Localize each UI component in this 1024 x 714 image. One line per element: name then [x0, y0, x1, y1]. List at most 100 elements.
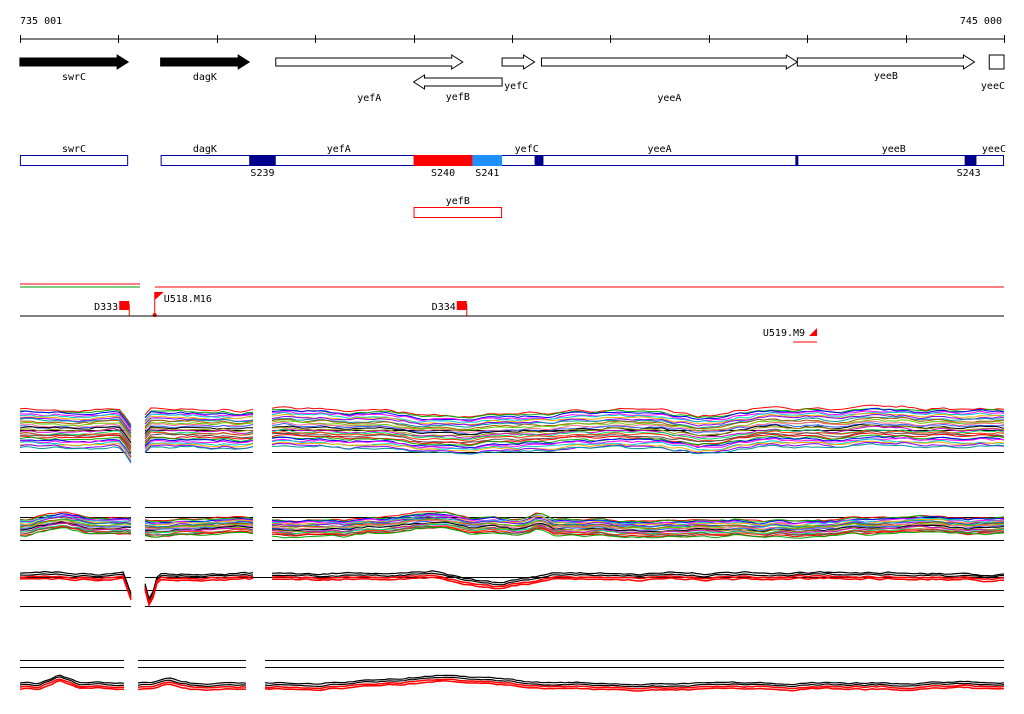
expression-trace: [20, 679, 124, 691]
gene-label-yeeB: yeeB: [874, 71, 898, 82]
expression-trace: [20, 573, 132, 597]
expression-trace: [20, 417, 132, 434]
expression-trace: [20, 410, 132, 429]
segment-label-S240: S240: [431, 168, 455, 179]
gene-label-yeeC: yeeC: [981, 81, 1005, 92]
expression-trace: [271, 432, 1005, 446]
transcript-label-yeeB: yeeB: [882, 144, 906, 155]
expression-trace: [271, 576, 1005, 590]
expression-trace: [144, 577, 254, 608]
transcript-label-dagK: dagK: [193, 144, 217, 155]
antisense-bar-yefB[interactable]: [413, 207, 503, 218]
expression-trace: [20, 575, 132, 599]
gene-arrow-yeeA[interactable]: [540, 54, 799, 70]
expression-trace: [144, 442, 254, 451]
expression-trace: [144, 517, 254, 523]
expression-trace: [271, 424, 1005, 437]
expression-trace: [264, 676, 1005, 688]
expression-trace: [144, 520, 254, 526]
expression-trace: [144, 442, 254, 450]
ruler-ticks: [20, 35, 1005, 43]
gene-track: swrC dagK yefA yefB yefC yeeA yeeB yeeC: [19, 54, 1005, 104]
expression-trace: [271, 436, 1005, 450]
expression-trace: [144, 571, 254, 600]
ruler: 735 001 745 000: [20, 16, 1005, 43]
expression-trace: [20, 511, 132, 521]
expression-trace: [264, 679, 1005, 692]
expression-trace: [271, 422, 1005, 436]
expression-trace: [271, 438, 1005, 451]
feature-label-D333: D333: [94, 302, 118, 313]
feature-marker-D334[interactable]: [456, 301, 467, 310]
gene-arrow-swrC[interactable]: [19, 54, 130, 70]
expression-trace: [20, 421, 132, 439]
gene-arrow-yefA[interactable]: [275, 54, 464, 70]
expression-trace: [144, 436, 254, 446]
expression-trace: [20, 441, 132, 459]
segment-S239[interactable]: [249, 155, 276, 166]
expression-trace: [271, 572, 1005, 586]
feature-marker-U518.M16[interactable]: [154, 292, 164, 300]
expression-trace: [137, 677, 247, 685]
segment-S241[interactable]: [472, 155, 503, 166]
feature-label-U519.M9: U519.M9: [763, 328, 805, 339]
feature-marker-U519.M9[interactable]: [809, 328, 818, 336]
gene-arrow-yefC[interactable]: [501, 54, 536, 70]
expression-trace: [144, 445, 254, 454]
expression-trace: [271, 416, 1005, 430]
expression-trace: [144, 426, 253, 435]
feature-marker-D333[interactable]: [119, 301, 130, 310]
expression-trace: [20, 515, 132, 523]
expression-trace: [20, 412, 132, 431]
expression-trace: [20, 676, 125, 687]
transcript-label-yeeA: yeeA: [648, 144, 672, 155]
expression-trace: [137, 681, 247, 689]
gene-arrow-dagK[interactable]: [160, 54, 251, 70]
gene-label-yeeA: yeeA: [657, 93, 681, 104]
expression-trace: [144, 438, 254, 447]
transcript-bar-dagK[interactable]: [160, 155, 1004, 166]
expression-panel-multi: [20, 404, 1005, 464]
expression-trace: [271, 428, 1005, 441]
expression-trace: [20, 519, 132, 529]
expression-trace: [271, 418, 1005, 432]
gene-arrow-yeeC[interactable]: [988, 54, 1005, 70]
expression-trace: [20, 419, 132, 438]
expression-trace: [20, 423, 132, 441]
expression-trace: [271, 430, 1005, 444]
expression-trace: [20, 514, 132, 523]
expression-trace: [271, 441, 1005, 455]
gene-arrow-yefB[interactable]: [412, 74, 503, 90]
segment-unnamed[interactable]: [795, 155, 799, 166]
expression-trace: [144, 524, 254, 531]
expression-trace: [144, 433, 254, 442]
expression-trace: [20, 415, 132, 433]
expression-trace: [271, 412, 1005, 426]
expression-trace: [20, 445, 132, 464]
feature-baselines: [20, 283, 1004, 317]
expression-trace: [144, 412, 254, 421]
ruler-start-label: 735 001: [20, 16, 62, 27]
expression-trace: [144, 439, 254, 448]
expression-trace: [271, 413, 1005, 427]
segment-S243[interactable]: [964, 155, 977, 166]
segment-S240[interactable]: [413, 155, 473, 166]
expression-trace: [144, 409, 254, 418]
transcript-bar-swrC[interactable]: [19, 155, 129, 166]
expression-trace: [271, 436, 1005, 449]
expression-trace: [137, 683, 247, 692]
segment-label-S241: S241: [475, 168, 499, 179]
segment-unnamed[interactable]: [534, 155, 544, 166]
expression-trace: [144, 421, 254, 430]
expression-trace: [264, 678, 1005, 690]
expression-trace: [20, 427, 132, 447]
expression-trace: [20, 426, 132, 443]
expression-panel-multi-2: [20, 507, 1005, 541]
expression-trace: [20, 413, 132, 433]
gene-arrow-yeeB[interactable]: [796, 54, 976, 70]
expression-trace: [20, 678, 124, 689]
expression-trace: [20, 570, 132, 595]
gene-label-yefC: yefC: [504, 81, 528, 92]
segment-label-S243: S243: [957, 168, 981, 179]
